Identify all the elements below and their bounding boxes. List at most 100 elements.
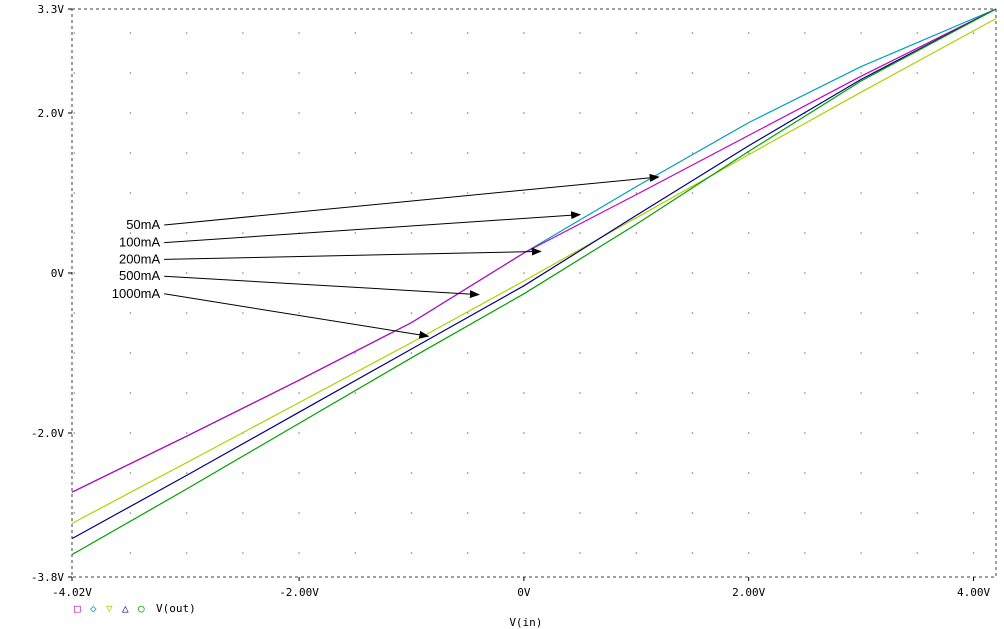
grid-dot xyxy=(129,152,132,154)
grid-dot xyxy=(860,192,862,194)
annotation-arrow xyxy=(164,293,430,339)
grid-dot xyxy=(860,472,862,474)
grid-dot xyxy=(916,232,919,234)
grid-dot xyxy=(73,32,76,34)
plot-frame xyxy=(71,8,997,578)
grid-dot xyxy=(635,112,638,114)
grid-dot xyxy=(747,312,750,314)
grid-dot xyxy=(523,192,525,194)
grid-dot xyxy=(410,152,413,154)
legend-marker: □ xyxy=(74,602,81,615)
grid-dot xyxy=(972,552,975,554)
grid-dot xyxy=(466,552,469,554)
grid-dot xyxy=(466,352,469,354)
grid-dot xyxy=(523,232,525,234)
grid-dot xyxy=(579,552,581,554)
grid-dot xyxy=(129,552,132,554)
grid-dot xyxy=(691,32,694,34)
grid-dot xyxy=(691,192,694,194)
annotation-label: 100mA xyxy=(119,235,161,250)
grid-dot xyxy=(466,152,469,154)
grid-dot xyxy=(466,32,469,34)
grid-dot xyxy=(579,232,581,234)
grid-dot xyxy=(972,192,975,194)
grid-dot xyxy=(747,32,750,34)
grid-dot xyxy=(242,512,244,514)
grid-dot xyxy=(410,272,413,274)
grid-dot xyxy=(73,272,76,274)
grid-dot xyxy=(916,192,919,194)
grid-dot xyxy=(129,352,132,354)
grid-dot xyxy=(579,472,581,474)
grid-dot xyxy=(185,312,188,314)
grid-dot xyxy=(185,392,188,394)
annotation-arrow xyxy=(164,173,660,226)
grid-dot xyxy=(410,32,413,34)
grid-dot xyxy=(635,32,638,34)
grid-dot xyxy=(354,352,357,354)
grid-dot xyxy=(354,312,357,314)
grid-dot xyxy=(972,232,975,234)
grid-dot xyxy=(747,112,750,114)
annotation-arrow xyxy=(164,247,542,260)
grid-dot xyxy=(466,272,469,274)
grid-dot xyxy=(73,432,76,434)
series-group xyxy=(71,8,997,556)
series-line-3 xyxy=(71,18,997,524)
grid-dot xyxy=(298,392,300,394)
x-axis-label: V(in) xyxy=(509,616,542,629)
grid-dot xyxy=(73,392,76,394)
grid-dot xyxy=(354,192,357,194)
grid-dot xyxy=(804,432,806,434)
grid-dot xyxy=(579,192,581,194)
grid-dot xyxy=(916,392,919,394)
grid-dot xyxy=(579,152,581,154)
grid-dot xyxy=(410,232,413,234)
grid-dot xyxy=(860,392,862,394)
grid-dot xyxy=(73,192,76,194)
grid-dot xyxy=(466,472,469,474)
x-axis: -4.02V -2.00V 0V 2.00V 4.00V xyxy=(52,577,990,599)
grid-dot xyxy=(410,112,413,114)
grid-dot xyxy=(804,232,806,234)
grid-dot xyxy=(298,112,300,114)
grid-dot xyxy=(523,392,525,394)
grid-dot xyxy=(635,472,638,474)
grid-dot xyxy=(298,312,300,314)
grid-dot xyxy=(691,272,694,274)
grid-dot xyxy=(972,312,975,314)
grid-dot xyxy=(523,352,525,354)
grid-dot xyxy=(185,232,188,234)
grid-dot xyxy=(635,232,638,234)
grid-dot xyxy=(73,312,76,314)
grid-dot xyxy=(972,152,975,154)
grid-dot xyxy=(185,112,188,114)
grid-dot xyxy=(73,352,76,354)
grid-dot xyxy=(860,512,862,514)
grid-dot xyxy=(860,72,862,74)
grid-dot xyxy=(972,352,975,354)
grid-dot xyxy=(635,312,638,314)
grid-dot xyxy=(242,392,244,394)
legend-marker: ▽ xyxy=(106,602,113,615)
grid-dot xyxy=(354,72,357,74)
grid-dot xyxy=(916,272,919,274)
grid-dot xyxy=(410,312,413,314)
grid-dot xyxy=(747,72,750,74)
grid-dot xyxy=(747,432,750,434)
grid-dot xyxy=(916,512,919,514)
x-tick-label: 4.00V xyxy=(957,586,990,599)
grid-dot xyxy=(354,432,357,434)
grid-dot xyxy=(635,392,638,394)
grid-dot xyxy=(804,312,806,314)
y-tick-label: 2.0V xyxy=(38,107,65,120)
grid-dot xyxy=(635,512,638,514)
annotation-arrow xyxy=(164,275,480,299)
grid-dot xyxy=(242,552,244,554)
grid-dot xyxy=(242,72,244,74)
annotation-label: 50mA xyxy=(126,217,160,232)
grid-dot xyxy=(860,32,862,34)
grid-dot xyxy=(691,392,694,394)
grid-dot xyxy=(523,552,525,554)
grid-dot xyxy=(916,152,919,154)
